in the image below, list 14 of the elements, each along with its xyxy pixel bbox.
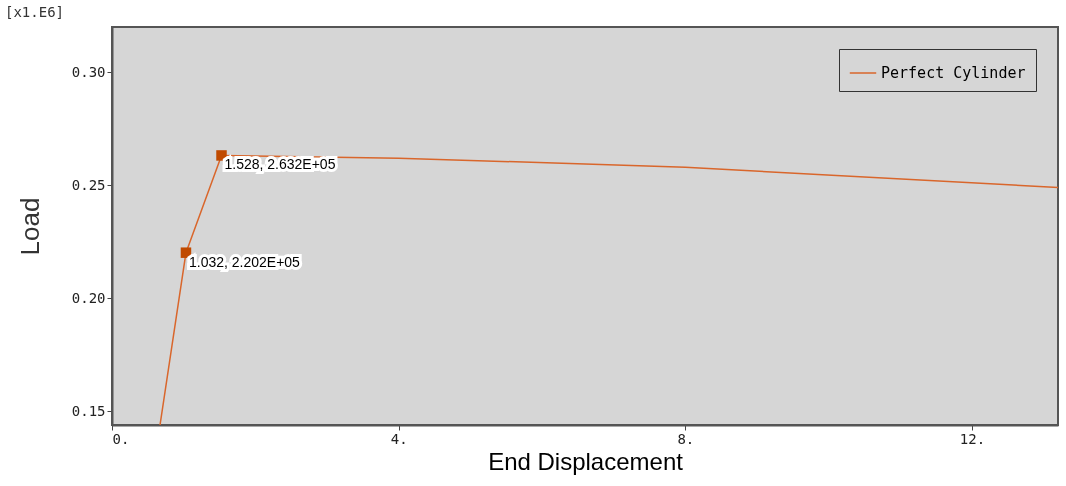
x-tick-label: 8. [677, 430, 695, 447]
data-label: 1.032, 2.202E+05 [188, 253, 301, 270]
y-tick-label: 0.15 [71, 402, 106, 419]
y-tick-label: 0.25 [71, 176, 106, 193]
x-tick-label: 12. [959, 430, 986, 447]
x-tick-label: 4. [390, 430, 408, 447]
x-tick-label: 0. [112, 430, 130, 447]
text: [x1.E6] [5, 4, 65, 20]
y-tick-label: 0.30 [71, 63, 106, 80]
data-label: 1.528, 2.632E+05 [224, 156, 336, 173]
y-axis-title: Load [14, 197, 45, 256]
legend-label: Perfect Cylinder [881, 64, 1026, 82]
y-tick-label: 0.20 [71, 289, 106, 306]
x-axis-title: End Displacement [488, 447, 684, 475]
